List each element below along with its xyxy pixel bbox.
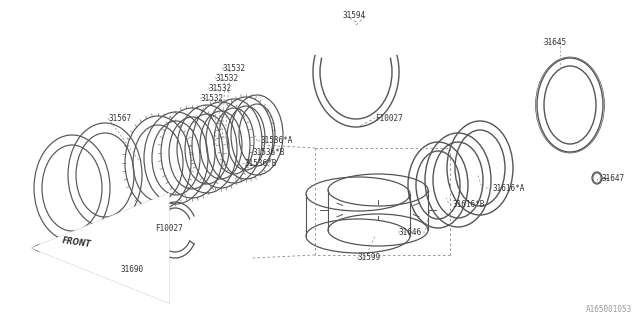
Text: A165001053: A165001053 xyxy=(586,305,632,314)
Text: 31532: 31532 xyxy=(200,93,223,102)
Text: 31616*B: 31616*B xyxy=(452,199,484,209)
Text: 31646: 31646 xyxy=(398,228,421,236)
Text: 31599: 31599 xyxy=(357,253,380,262)
Text: 31532: 31532 xyxy=(222,63,245,73)
Text: F10027: F10027 xyxy=(155,223,183,233)
Text: 31532: 31532 xyxy=(208,84,231,92)
Text: 31616*A: 31616*A xyxy=(492,183,524,193)
Text: 31647: 31647 xyxy=(601,173,624,182)
Text: 31690: 31690 xyxy=(120,266,143,275)
Text: 31536*B: 31536*B xyxy=(252,148,284,156)
Text: 31532: 31532 xyxy=(215,74,238,83)
Text: 31645: 31645 xyxy=(543,37,566,46)
Text: 31594: 31594 xyxy=(342,11,365,20)
Text: F10027: F10027 xyxy=(375,114,403,123)
Text: 31536*B: 31536*B xyxy=(244,158,276,167)
Text: 31567: 31567 xyxy=(108,114,131,123)
Text: FRONT: FRONT xyxy=(62,236,92,250)
Text: 31536*A: 31536*A xyxy=(260,135,292,145)
